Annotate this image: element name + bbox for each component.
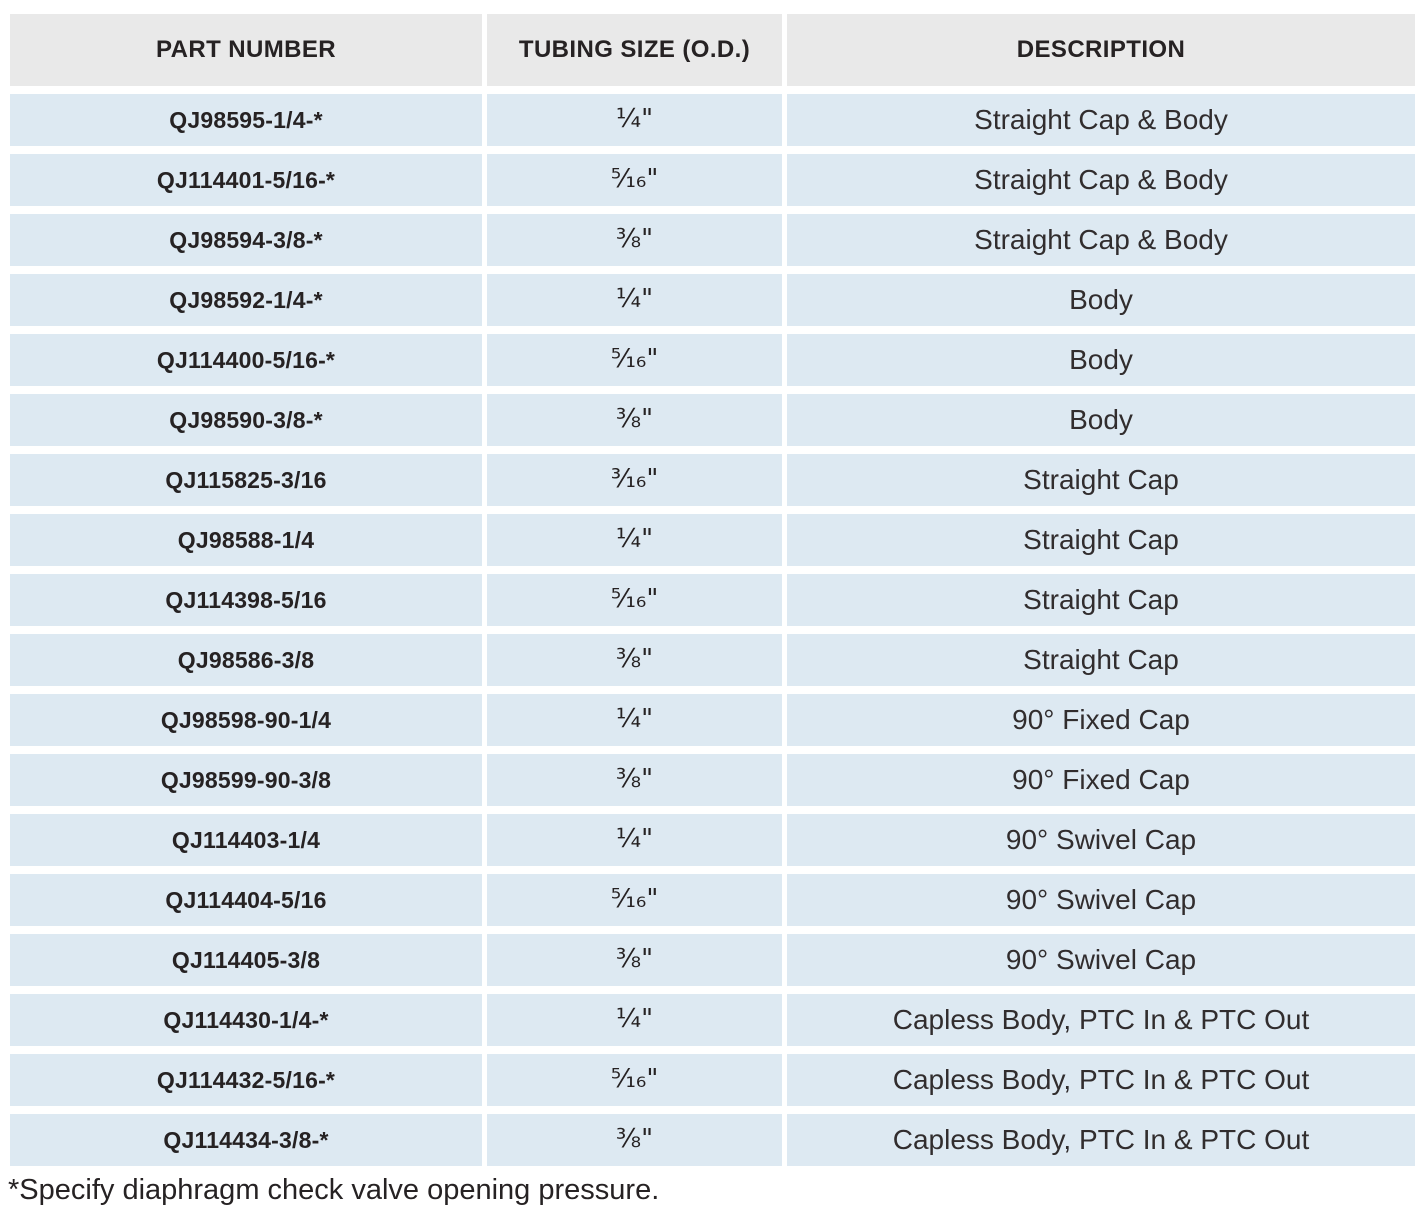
tubing-size-cell: ¼" (487, 274, 782, 326)
part-number-cell: QJ114434-3/8-* (10, 1114, 482, 1166)
part-number-cell: QJ114430-1/4-* (10, 994, 482, 1046)
part-number-cell: QJ114404-5/16 (10, 874, 482, 926)
description-cell: Straight Cap (787, 574, 1415, 626)
parts-table: PART NUMBER TUBING SIZE (O.D.) DESCRIPTI… (10, 14, 1415, 1166)
part-number-cell: QJ98598-90-1/4 (10, 694, 482, 746)
footnote: *Specify diaphragm check valve opening p… (8, 1174, 660, 1206)
column-header-tubing-size: TUBING SIZE (O.D.) (487, 14, 782, 86)
tubing-size-cell: ⁵⁄₁₆" (487, 334, 782, 386)
tubing-size-cell: ¼" (487, 994, 782, 1046)
description-cell: 90° Swivel Cap (787, 934, 1415, 986)
description-cell: Capless Body, PTC In & PTC Out (787, 994, 1415, 1046)
part-number-cell: QJ98590-3/8-* (10, 394, 482, 446)
tubing-size-cell: ¼" (487, 694, 782, 746)
part-number-cell: QJ114403-1/4 (10, 814, 482, 866)
column-header-part-number: PART NUMBER (10, 14, 482, 86)
tubing-size-cell: ⅜" (487, 394, 782, 446)
description-cell: Body (787, 274, 1415, 326)
description-cell: Straight Cap & Body (787, 214, 1415, 266)
tubing-size-cell: ¼" (487, 814, 782, 866)
part-number-cell: QJ98588-1/4 (10, 514, 482, 566)
tubing-size-cell: ³⁄₁₆" (487, 454, 782, 506)
description-cell: Straight Cap (787, 634, 1415, 686)
part-number-cell: QJ115825-3/16 (10, 454, 482, 506)
part-number-cell: QJ98586-3/8 (10, 634, 482, 686)
tubing-size-cell: ¼" (487, 94, 782, 146)
part-number-cell: QJ114398-5/16 (10, 574, 482, 626)
description-cell: Straight Cap & Body (787, 94, 1415, 146)
part-number-cell: QJ98592-1/4-* (10, 274, 482, 326)
part-number-cell: QJ114405-3/8 (10, 934, 482, 986)
part-number-cell: QJ114401-5/16-* (10, 154, 482, 206)
tubing-size-cell: ⁵⁄₁₆" (487, 1054, 782, 1106)
part-number-cell: QJ98595-1/4-* (10, 94, 482, 146)
description-cell: Body (787, 334, 1415, 386)
tubing-size-cell: ¼" (487, 514, 782, 566)
description-cell: 90° Swivel Cap (787, 874, 1415, 926)
tubing-size-cell: ⅜" (487, 934, 782, 986)
column-header-description: DESCRIPTION (787, 14, 1415, 86)
part-number-cell: QJ114432-5/16-* (10, 1054, 482, 1106)
description-cell: Capless Body, PTC In & PTC Out (787, 1114, 1415, 1166)
description-cell: 90° Swivel Cap (787, 814, 1415, 866)
tubing-size-cell: ⁵⁄₁₆" (487, 574, 782, 626)
part-number-cell: QJ98594-3/8-* (10, 214, 482, 266)
description-cell: Body (787, 394, 1415, 446)
tubing-size-cell: ⅜" (487, 1114, 782, 1166)
tubing-size-cell: ⅜" (487, 214, 782, 266)
description-cell: Straight Cap & Body (787, 154, 1415, 206)
tubing-size-cell: ⁵⁄₁₆" (487, 874, 782, 926)
description-cell: 90° Fixed Cap (787, 754, 1415, 806)
description-cell: Capless Body, PTC In & PTC Out (787, 1054, 1415, 1106)
part-number-cell: QJ98599-90-3/8 (10, 754, 482, 806)
part-number-cell: QJ114400-5/16-* (10, 334, 482, 386)
description-cell: 90° Fixed Cap (787, 694, 1415, 746)
tubing-size-cell: ⅜" (487, 634, 782, 686)
description-cell: Straight Cap (787, 514, 1415, 566)
description-cell: Straight Cap (787, 454, 1415, 506)
tubing-size-cell: ⁵⁄₁₆" (487, 154, 782, 206)
tubing-size-cell: ⅜" (487, 754, 782, 806)
